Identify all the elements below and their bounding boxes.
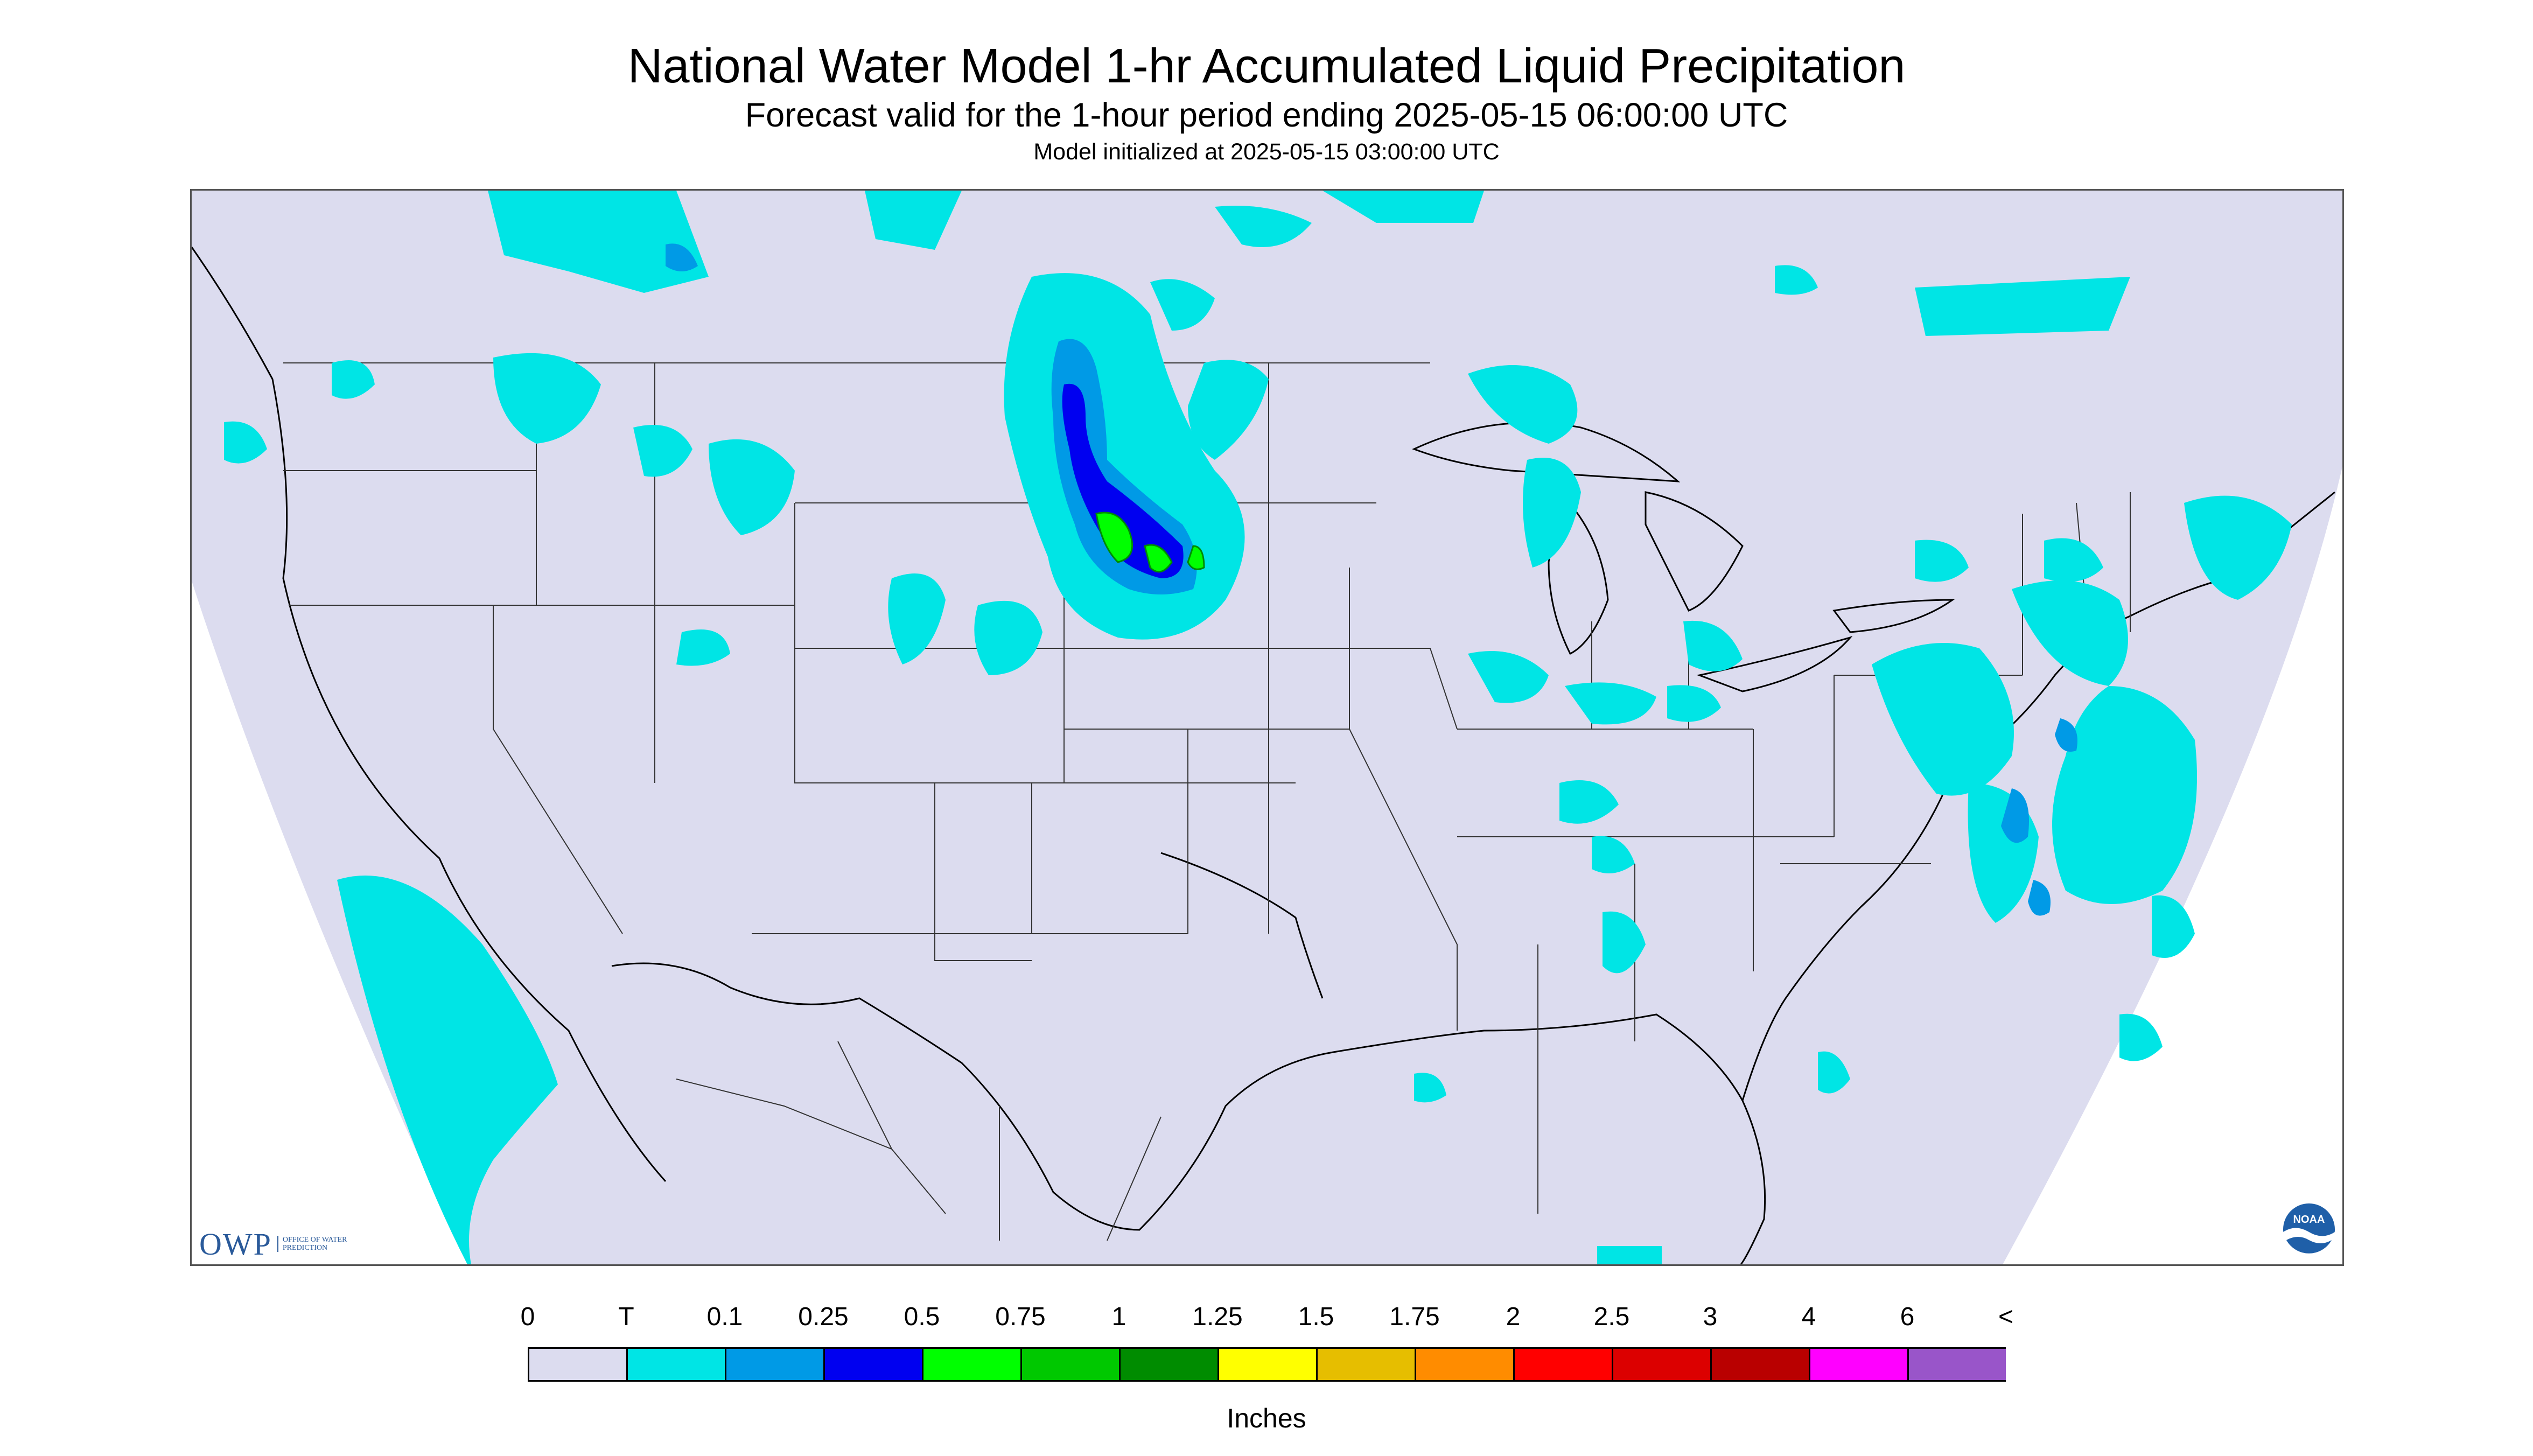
owp-logo-subtitle: OFFICE OF WATER PREDICTION	[277, 1236, 363, 1252]
legend-colorbar	[528, 1347, 2006, 1382]
precip-moderate-areas	[1062, 383, 1184, 578]
mexico-borders	[676, 1041, 1161, 1241]
legend-swatch	[1020, 1347, 1121, 1382]
legend-swatch	[1316, 1347, 1416, 1382]
legend-swatch	[823, 1347, 923, 1382]
precipitation-map	[190, 189, 2344, 1266]
legend-tick-label: 1.5	[1298, 1303, 1334, 1331]
legend-tick-labels: 0 T 0.1 0.25 0.5 0.75 1 1.25 1.5 1.75 2 2.5 3 4 6 <	[0, 1302, 2533, 1334]
map-canvas	[192, 191, 2342, 1264]
legend-tick-label: 0.5	[904, 1303, 940, 1331]
owp-logo-text: OWP	[199, 1226, 272, 1262]
state-borders	[283, 362, 2131, 1214]
legend-swatch	[1513, 1347, 1613, 1382]
legend-swatch	[922, 1347, 1022, 1382]
precip-heavy-areas	[1095, 512, 1205, 573]
legend-swatch	[1415, 1347, 1515, 1382]
model-init-line: Model initialized at 2025-05-15 03:00:00…	[1033, 139, 1500, 165]
legend-tick-label: 4	[1801, 1303, 1816, 1331]
owp-logo: OWP OFFICE OF WATER PREDICTION	[199, 1225, 363, 1263]
legend-tick-label: 0.75	[995, 1303, 1046, 1331]
legend-tick-label: 1.25	[1192, 1303, 1243, 1331]
legend-swatch	[1119, 1347, 1219, 1382]
legend-unit-label: Inches	[1227, 1403, 1306, 1433]
page-title: National Water Model 1-hr Accumulated Li…	[627, 39, 1906, 93]
legend-swatch	[725, 1347, 825, 1382]
legend-swatch	[1907, 1347, 2006, 1382]
noaa-logo-text: NOAA	[2293, 1214, 2325, 1226]
legend-tick-label: 0.1	[706, 1303, 743, 1331]
forecast-valid-subtitle: Forecast valid for the 1-hour period end…	[745, 96, 1788, 134]
legend-swatch	[626, 1347, 726, 1382]
legend-swatch	[1809, 1347, 1909, 1382]
legend-tick-label: 6	[1900, 1303, 1915, 1331]
legend-tick-label: 2	[1506, 1303, 1521, 1331]
noaa-logo: NOAA	[2283, 1203, 2335, 1256]
legend-tick-label: <	[1998, 1303, 2014, 1331]
legend-tick-label: 0.25	[798, 1303, 849, 1331]
legend-swatch	[1710, 1347, 1810, 1382]
legend-swatch	[1612, 1347, 1712, 1382]
legend-swatch	[528, 1347, 628, 1382]
legend-tick-label: 1.75	[1389, 1303, 1440, 1331]
legend-swatch	[1217, 1347, 1318, 1382]
legend-tick-label: 0	[520, 1303, 535, 1331]
legend-tick-label: 3	[1703, 1303, 1718, 1331]
legend-tick-label: 1	[1111, 1303, 1126, 1331]
legend-tick-label: T	[618, 1303, 634, 1331]
legend-tick-label: 2.5	[1593, 1303, 1630, 1331]
precip-trace-areas	[224, 191, 2292, 1264]
